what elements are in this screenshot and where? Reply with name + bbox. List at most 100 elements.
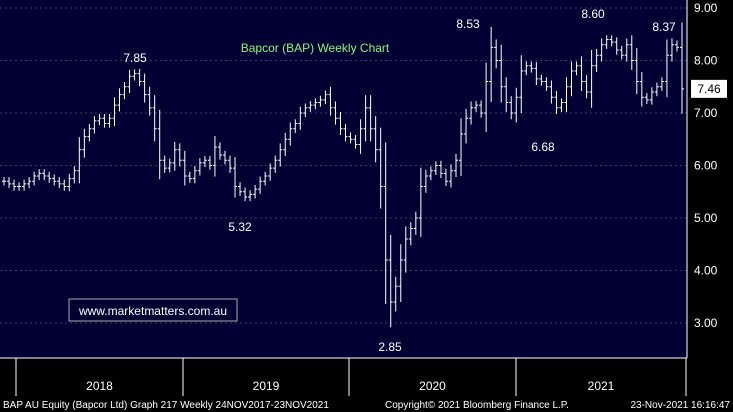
price-bar [112, 97, 117, 127]
price-bar [489, 26, 494, 102]
price-bar [348, 132, 353, 144]
price-bar [428, 166, 433, 181]
price-bar [238, 182, 243, 196]
price-bar [222, 150, 227, 165]
price-bar [634, 47, 639, 95]
last-price-badge: 7.46 [691, 79, 727, 98]
price-bar [433, 161, 438, 175]
price-bar [438, 160, 443, 179]
price-bar [544, 77, 549, 91]
price-bar [192, 166, 197, 184]
price-bar [27, 177, 32, 189]
price-bar [363, 95, 368, 142]
price-bar [32, 171, 37, 186]
price-bar [368, 95, 373, 142]
price-annotation: 5.32 [228, 220, 252, 234]
price-bar [644, 93, 649, 105]
price-annotation: 8.60 [581, 7, 605, 21]
watermark-box [68, 298, 238, 322]
price-bar [504, 77, 509, 112]
price-bars [2, 22, 684, 328]
footer-right: 23-Nov-2021 16:16:47 [630, 400, 730, 411]
price-bar [117, 88, 122, 112]
price-bar [680, 22, 684, 114]
price-bar [514, 87, 519, 123]
x-tick-label: 2018 [86, 379, 113, 393]
price-bar [674, 40, 679, 52]
price-bar [464, 108, 469, 144]
price-bar [343, 124, 348, 142]
price-bar [459, 118, 464, 176]
price-bar [187, 171, 192, 183]
price-bar [448, 164, 453, 188]
y-tick-label: 6.00 [694, 159, 718, 173]
price-bar [308, 100, 313, 112]
price-bar [539, 74, 544, 86]
y-tick-label: 5.00 [694, 211, 718, 225]
x-axis: 2018 2019 2020 2021 [0, 357, 687, 393]
price-bar [629, 35, 634, 70]
price-annotation: 7.85 [123, 51, 147, 65]
price-bar [398, 244, 403, 302]
price-bar [253, 184, 258, 199]
price-bar [323, 90, 328, 105]
price-bar [82, 128, 87, 158]
price-bar [418, 167, 423, 237]
price-bar [549, 80, 554, 104]
price-bar [599, 38, 604, 62]
price-bar [102, 114, 107, 128]
price-annotation: 2.85 [378, 340, 402, 354]
price-bar [228, 155, 232, 173]
x-tick-label: 2021 [588, 379, 615, 393]
price-bar [373, 116, 378, 163]
price-bar [494, 39, 499, 69]
price-bar [197, 158, 202, 176]
price-bar [87, 124, 92, 142]
price-bar [67, 173, 72, 192]
price-bar [283, 132, 288, 157]
price-bar [57, 177, 62, 189]
price-bar [52, 174, 57, 186]
price-bar [268, 163, 273, 181]
price-bar [534, 62, 539, 86]
price-bar [2, 177, 6, 186]
price-bar [7, 177, 12, 189]
price-annotation: 8.53 [456, 17, 480, 31]
y-tick-label: 9.00 [694, 1, 718, 15]
price-annotations: 7.85 5.32 2.85 8.53 6.68 8.60 8.37 [123, 7, 676, 354]
price-bar [479, 100, 484, 118]
price-bar [484, 62, 489, 132]
watermark-text: www.marketmatters.com.au [78, 304, 227, 318]
price-annotation: 8.37 [652, 20, 676, 34]
y-tick-label: 4.00 [694, 264, 718, 278]
price-bar [403, 226, 408, 273]
y-tick-label: 8.00 [694, 54, 718, 68]
price-bar [233, 157, 238, 198]
price-bar [22, 179, 27, 191]
price-bar [624, 38, 629, 62]
price-bar [378, 127, 383, 209]
price-annotation: 6.68 [531, 140, 555, 154]
price-bar [579, 56, 584, 91]
price-bar [474, 100, 479, 112]
price-bar [353, 135, 358, 149]
price-bar [202, 156, 207, 168]
price-bar [639, 72, 644, 107]
price-bar [664, 39, 669, 98]
price-bar [248, 190, 253, 202]
price-bar [358, 119, 363, 154]
price-bar [37, 169, 42, 181]
price-bar [172, 141, 177, 171]
footer-center: Copyright© 2021 Bloomberg Finance L.P. [385, 400, 569, 411]
price-bar [278, 143, 283, 167]
last-price-box [691, 79, 727, 98]
price-bar [469, 101, 474, 125]
price-bar [152, 95, 157, 142]
price-bar [47, 171, 52, 183]
price-bar [529, 61, 534, 73]
price-bar [42, 169, 47, 181]
watermark: www.marketmatters.com.au [68, 298, 238, 322]
price-bar [669, 38, 674, 62]
price-bar [569, 61, 574, 97]
